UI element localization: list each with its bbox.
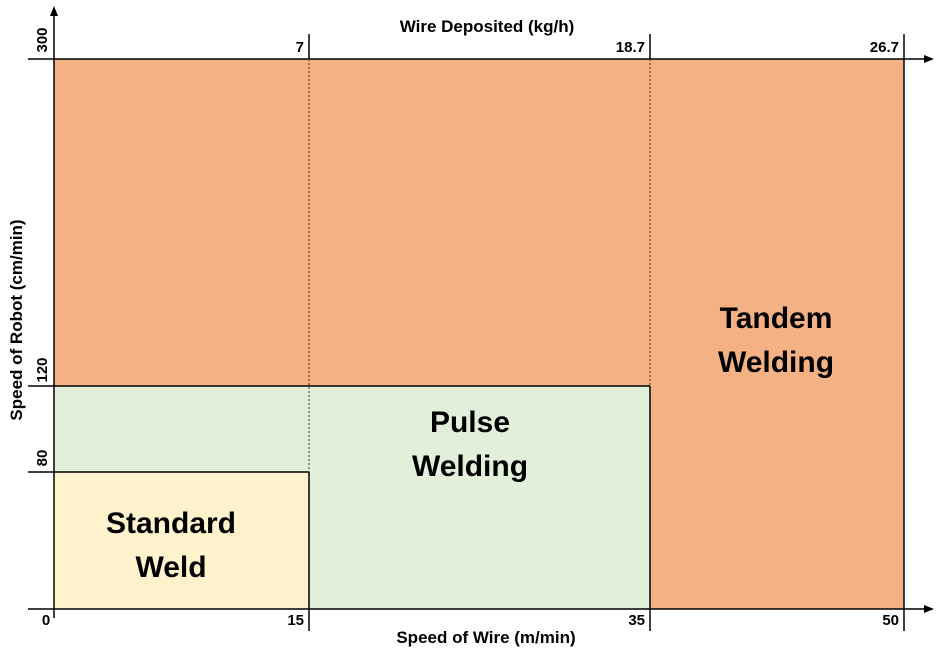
bottom-tick-0: 0 [42,612,50,629]
left-tick-120: 120 [34,357,51,382]
tandem-welding-label-line2: Welding [718,346,834,379]
x-axis-arrow-icon [924,605,934,613]
y-axis-arrow-icon [50,6,58,16]
standard-weld-label-line2: Weld [135,551,206,584]
bottom-axis-title: Speed of Wire (m/min) [396,628,575,647]
standard-weld-label-line1: Standard [106,507,236,540]
bottom-tick-15: 15 [287,612,304,629]
top-axis-arrow-icon [924,55,934,63]
top-axis-title: Wire Deposited (kg/h) [400,17,575,36]
top-tick-7: 7 [296,39,304,56]
pulse-welding-label-line2: Welding [412,450,528,483]
pulse-welding-label-line1: Pulse [430,406,510,439]
axes [28,14,926,618]
bottom-tick-50: 50 [882,612,899,629]
dotted-guides [308,59,651,472]
left-axis-title: Speed of Robot (cm/min) [7,219,26,420]
bottom-tick-35: 35 [628,612,645,629]
top-tick-18-7: 18.7 [616,39,645,56]
left-tick-80: 80 [34,450,51,467]
left-tick-300: 300 [34,27,51,52]
tandem-welding-label-line1: Tandem [720,302,833,335]
top-tick-26-7: 26.7 [870,39,899,56]
standard-region [54,472,309,609]
tick-marks [28,34,905,631]
region-borders [54,58,905,609]
